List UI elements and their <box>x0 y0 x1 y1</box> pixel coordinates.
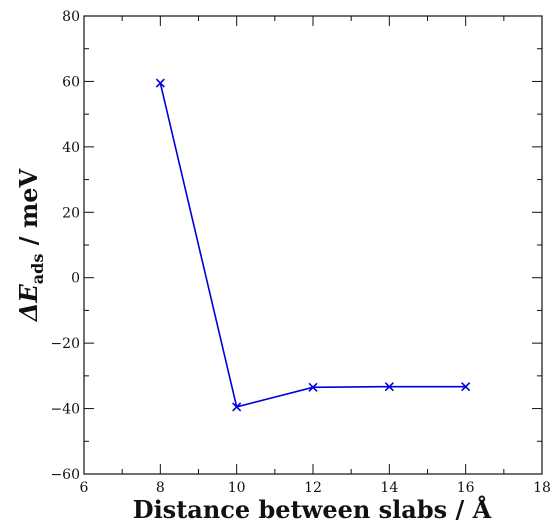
series-line <box>159 82 466 408</box>
y-tick-label: 0 <box>71 271 80 287</box>
x-tick-label: 14 <box>380 480 398 496</box>
y-tick-label: 60 <box>62 74 80 90</box>
x-tick-label: 8 <box>156 480 165 496</box>
y-tick-label: 80 <box>62 9 80 25</box>
series-layer <box>155 78 471 412</box>
y-axis-title-subscript: ads <box>28 254 47 285</box>
major-ticks <box>83 15 543 475</box>
data-point-marker <box>155 78 165 88</box>
y-tick-label: 40 <box>62 140 80 156</box>
y-axis-title: ΔEads / meV <box>14 169 47 323</box>
x-tick-label: 6 <box>80 480 89 496</box>
x-tick-label: 12 <box>304 480 322 496</box>
y-tick-label: −40 <box>50 402 80 418</box>
tick-labels: 6 8 10 12 14 16 18 −60 −40 −20 0 20 40 60 80 <box>50 9 550 496</box>
data-point-marker <box>384 382 394 392</box>
y-tick-label: −20 <box>50 336 80 352</box>
y-tick-label: −60 <box>50 467 80 483</box>
y-axis-title-suffix: / meV <box>14 169 43 254</box>
plot-frame <box>83 15 543 475</box>
minor-ticks <box>84 16 542 474</box>
x-axis-title: Distance between slabs / Å <box>133 495 492 524</box>
data-point-marker <box>461 382 471 392</box>
x-tick-label: 10 <box>228 480 246 496</box>
x-tick-label: 18 <box>533 480 551 496</box>
data-point-marker <box>232 402 242 412</box>
y-axis-title-prefix: ΔE <box>14 284 43 323</box>
data-point-marker <box>308 382 318 392</box>
x-tick-label: 16 <box>457 480 475 496</box>
y-tick-label: 20 <box>62 205 80 221</box>
